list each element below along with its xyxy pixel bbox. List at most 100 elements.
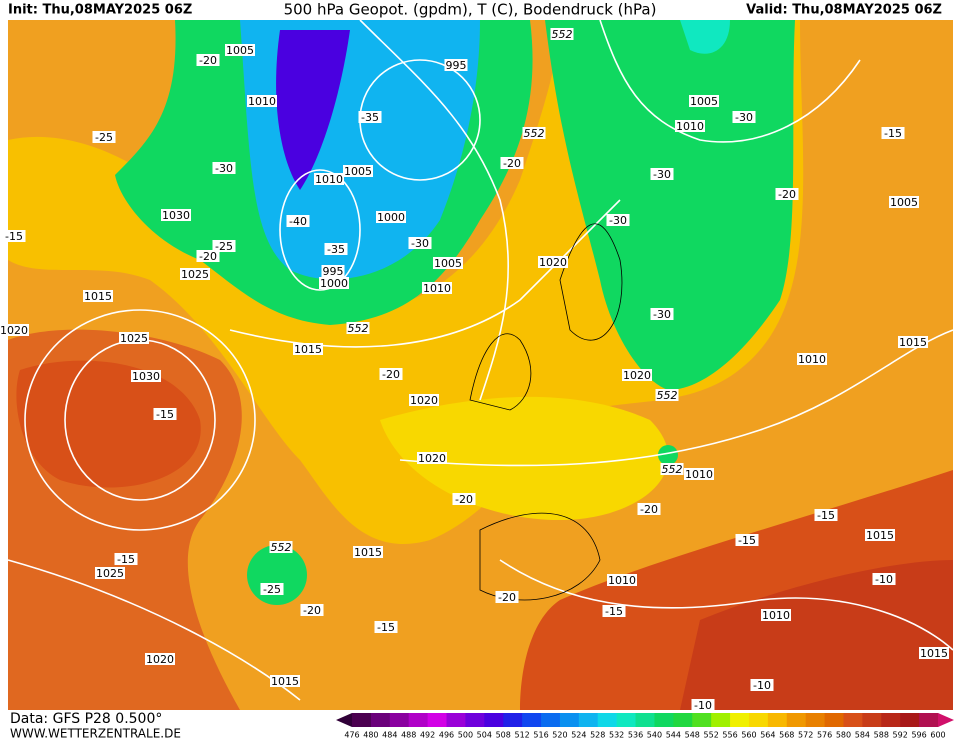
colorbar-swatch — [900, 713, 920, 727]
map-label: 1025 — [181, 268, 209, 281]
label-box — [452, 493, 476, 505]
map-label: -10 — [875, 573, 893, 586]
colorbar-swatch — [616, 713, 637, 727]
label-box — [881, 127, 905, 139]
map-label: -20 — [503, 157, 521, 170]
map-label: 1015 — [271, 675, 299, 688]
colorbar-label: 480 — [363, 731, 378, 740]
colorbar-label: 476 — [344, 731, 359, 740]
label-box — [196, 250, 220, 262]
colorbar-label: 524 — [571, 731, 586, 740]
label-box — [775, 188, 799, 200]
label-box — [319, 277, 349, 289]
map-label: -35 — [327, 243, 345, 256]
colorbar-label: 540 — [647, 731, 662, 740]
colorbar-swatch — [767, 713, 788, 727]
label-box — [83, 290, 113, 302]
trough-core — [276, 30, 350, 190]
colorbar-label: 580 — [836, 731, 851, 740]
label-box — [691, 699, 715, 711]
map-label: 1010 — [423, 282, 451, 295]
map-label: -20 — [778, 188, 796, 201]
map-label: -20 — [382, 368, 400, 381]
colorbar-swatch — [673, 713, 693, 727]
label-box — [637, 503, 661, 515]
label-box — [872, 573, 896, 585]
label-box — [2, 230, 26, 242]
map-label: -15 — [156, 408, 174, 421]
colorbar-label: 536 — [628, 731, 643, 740]
map-label: 552 — [524, 127, 545, 140]
map-label: 1010 — [248, 95, 276, 108]
label-box — [212, 240, 236, 252]
colorbar-label: 508 — [496, 731, 511, 740]
colorbar-label: 556 — [722, 731, 737, 740]
colorbar-label: 504 — [477, 731, 492, 740]
map-label: -15 — [738, 534, 756, 547]
map-label: 1020 — [146, 653, 174, 666]
map-label: -20 — [640, 503, 658, 516]
init-text: Init: Thu,08MAY2025 06Z — [8, 3, 192, 18]
map-label: -30 — [653, 308, 671, 321]
map-label: -20 — [199, 54, 217, 67]
colorbar-label: 484 — [382, 731, 397, 740]
label-box — [286, 215, 310, 227]
colorbar-label: 592 — [893, 731, 908, 740]
colorbar-label: 568 — [779, 731, 794, 740]
map-label: -20 — [498, 591, 516, 604]
map-label: 1030 — [132, 370, 160, 383]
colorbar-label: 488 — [401, 731, 416, 740]
map-label: 552 — [348, 322, 369, 335]
map-label: 995 — [323, 265, 344, 278]
colorbar-swatch — [484, 713, 504, 727]
label-box — [417, 452, 447, 464]
label-box — [346, 322, 370, 334]
colorbar-swatch — [635, 713, 655, 727]
colorbar-label: 520 — [552, 731, 567, 740]
label-box — [119, 332, 149, 344]
title: 500 hPa Geopot. (gpdm), T (C), Bodendruc… — [284, 1, 657, 19]
colorbar: 476 480 484 488 492 496 500 504 508 512 516 520 524 5… — [336, 713, 954, 740]
label-box — [95, 567, 125, 579]
map-label: 1025 — [120, 332, 148, 345]
map-label: 1005 — [434, 257, 462, 270]
colorbar-swatch — [824, 713, 844, 727]
map-label: 1000 — [320, 277, 348, 290]
map-field: 1005-201010995-25-351030-30101010051000-… — [0, 19, 954, 712]
colorbar-swatch — [881, 713, 901, 727]
colorbar-swatch — [597, 713, 618, 727]
map-label: 1010 — [676, 120, 704, 133]
label-box — [433, 257, 463, 269]
label-box — [321, 265, 345, 277]
map-label: 1020 — [410, 394, 438, 407]
label-box — [247, 95, 277, 107]
map-label: 1015 — [866, 529, 894, 542]
colorbar-label: 532 — [609, 731, 624, 740]
colorbar-swatch — [559, 713, 580, 727]
label-box — [409, 394, 439, 406]
label-box — [161, 209, 191, 221]
label-box — [655, 389, 679, 401]
map-label: 1015 — [84, 290, 112, 303]
label-box — [495, 591, 519, 603]
colorbar-label: 492 — [420, 731, 435, 740]
cutoff-low — [247, 545, 307, 605]
label-box — [675, 120, 705, 132]
colorbar-swatch — [541, 713, 561, 727]
label-box — [376, 211, 406, 223]
colorbar-swatch — [522, 713, 542, 727]
map-label: -15 — [884, 127, 902, 140]
label-box — [374, 621, 398, 633]
colorbar-swatch — [370, 713, 391, 727]
map-label: 1020 — [539, 256, 567, 269]
label-box — [293, 343, 323, 355]
label-box — [602, 605, 626, 617]
colorbar-label: 564 — [760, 731, 775, 740]
map-label: 1005 — [690, 95, 718, 108]
map-label: 1005 — [890, 196, 918, 209]
map-label: 1000 — [377, 211, 405, 224]
colorbar-label: 560 — [741, 731, 756, 740]
map-label: 1015 — [294, 343, 322, 356]
site: WWW.WETTERZENTRALE.DE — [10, 727, 181, 741]
